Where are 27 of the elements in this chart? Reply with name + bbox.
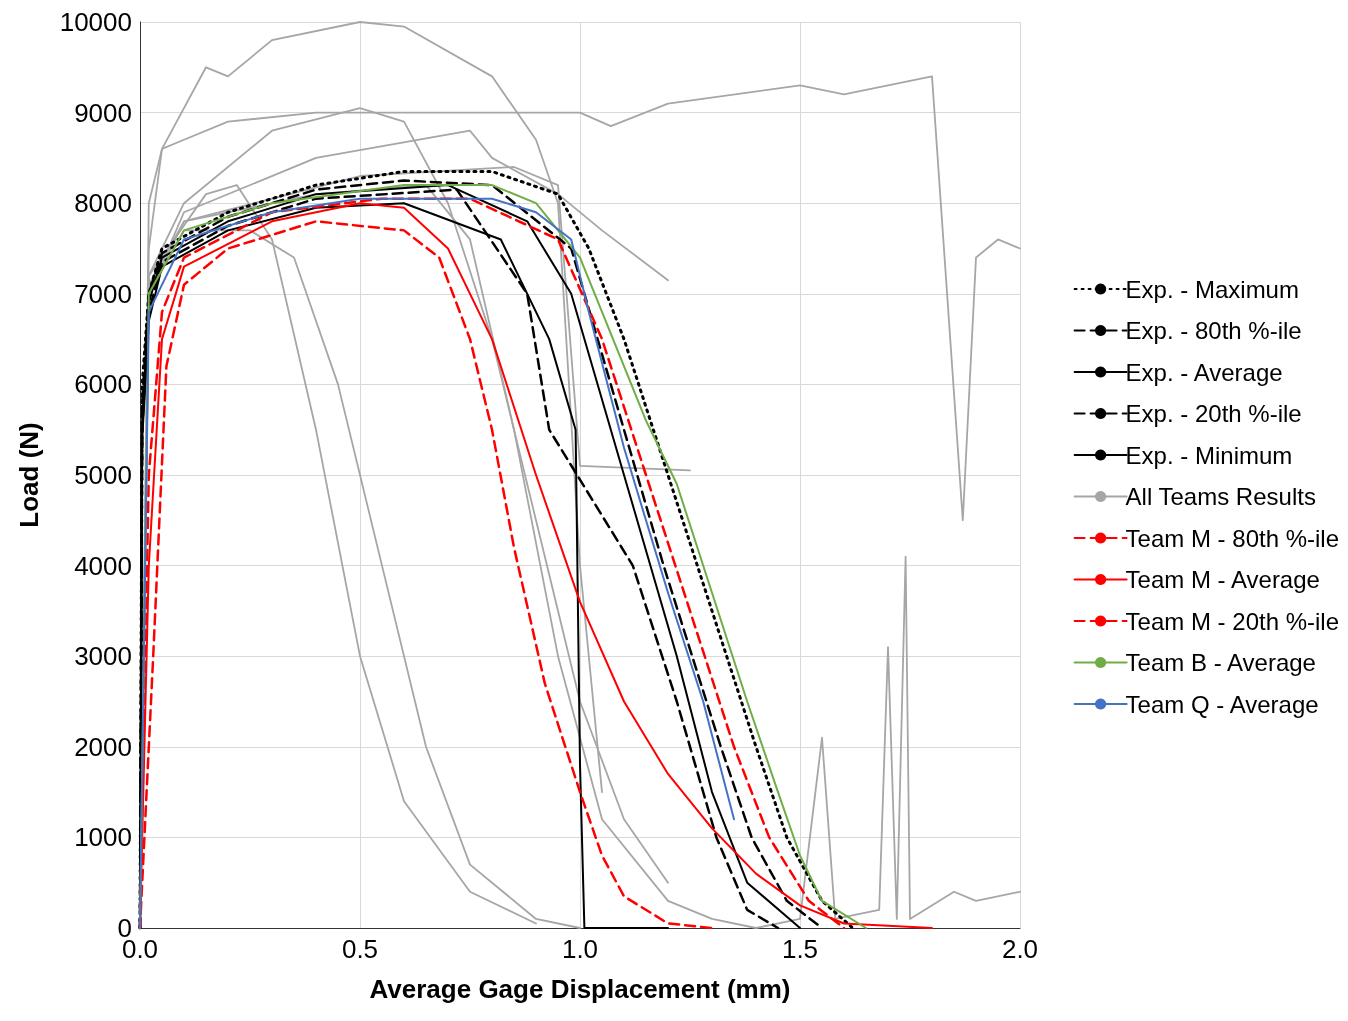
y-tick-label: 6000 — [74, 369, 132, 400]
x-tick-label: 0.5 — [341, 934, 379, 964]
legend-label: Team M - 20th %-ile — [1125, 607, 1340, 635]
legend-label: Team B - Average — [1125, 649, 1316, 676]
x-tick-label: 1.0 — [561, 934, 599, 964]
y-tick-label: 3000 — [74, 641, 132, 672]
legend-label: Team M - Average — [1125, 566, 1320, 593]
x-axis-title: Average Gage Displacement (mm) — [369, 974, 791, 1004]
y-tick-label: 7000 — [74, 278, 132, 309]
legend-label: Exp. - Average — [1125, 358, 1283, 386]
legend-label: Exp. - 80th %-ile — [1125, 317, 1302, 344]
y-tick-label: 9000 — [74, 97, 132, 128]
x-tick-label: 1.5 — [781, 934, 819, 964]
y-tick-label: 1000 — [74, 822, 132, 853]
legend-label: Exp. - 20th %-ile — [1125, 400, 1302, 427]
y-axis-title: Load (N) — [14, 422, 44, 528]
legend-label: Team Q - Average — [1125, 690, 1319, 718]
x-tick-label: 2.0 — [1001, 934, 1039, 964]
y-tick-label: 5000 — [74, 460, 132, 490]
y-tick-label: 4000 — [74, 550, 132, 581]
legend-label: All Teams Results — [1125, 483, 1316, 510]
legend-label: Exp. - Minimum — [1125, 441, 1293, 469]
legend-label: Exp. - Maximum — [1125, 275, 1299, 303]
y-tick-label: 10000 — [59, 7, 132, 37]
legend-label: Team M - 80th %-ile — [1125, 524, 1340, 552]
y-tick-label: 8000 — [74, 188, 132, 219]
y-tick-label: 2000 — [74, 731, 132, 762]
